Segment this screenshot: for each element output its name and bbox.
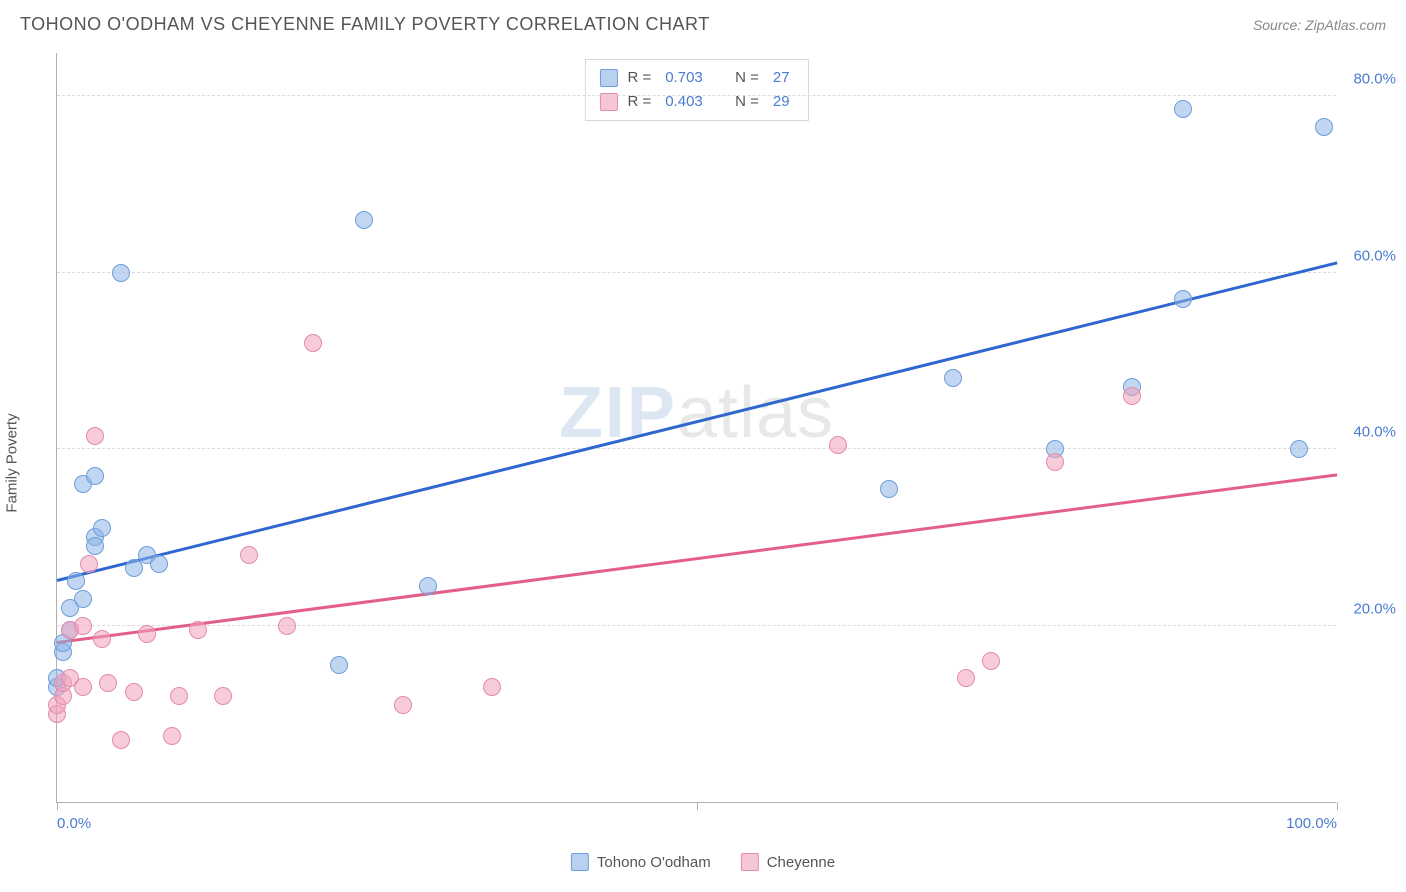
plot-area: ZIPatlas R =0.703 N =27R =0.403 N =29 20… <box>56 53 1336 803</box>
gridline <box>57 448 1336 449</box>
data-point <box>74 678 92 696</box>
data-point <box>1315 118 1333 136</box>
data-point <box>330 656 348 674</box>
data-point <box>86 427 104 445</box>
trend-line <box>57 261 1338 581</box>
data-point <box>138 625 156 643</box>
chart-header: TOHONO O'ODHAM VS CHEYENNE FAMILY POVERT… <box>0 0 1406 43</box>
data-point <box>829 436 847 454</box>
data-point <box>74 590 92 608</box>
x-tick <box>57 802 58 810</box>
series-legend-label: Cheyenne <box>767 854 835 871</box>
legend-n-value: 29 <box>773 90 790 114</box>
gridline <box>57 272 1336 273</box>
data-point <box>112 264 130 282</box>
data-point <box>240 546 258 564</box>
data-point <box>394 696 412 714</box>
legend-swatch <box>571 853 589 871</box>
data-point <box>150 555 168 573</box>
data-point <box>1290 440 1308 458</box>
x-tick <box>697 802 698 810</box>
data-point <box>982 652 1000 670</box>
legend-swatch <box>599 69 617 87</box>
data-point <box>1174 290 1192 308</box>
chart-title: TOHONO O'ODHAM VS CHEYENNE FAMILY POVERT… <box>20 14 710 35</box>
legend-r-label: R = <box>627 66 651 90</box>
data-point <box>214 687 232 705</box>
watermark: ZIPatlas <box>559 372 834 454</box>
data-point <box>278 617 296 635</box>
watermark-atlas: atlas <box>677 373 834 453</box>
data-point <box>67 572 85 590</box>
legend-row: R = 0.703 N = 27 <box>599 66 793 90</box>
source-attribution: Source: ZipAtlas.com <box>1253 17 1386 33</box>
data-point <box>957 669 975 687</box>
series-legend: Tohono O'odham Cheyenne <box>571 853 835 871</box>
data-point <box>125 683 143 701</box>
y-tick-label: 20.0% <box>1353 600 1396 617</box>
y-tick-label: 60.0% <box>1353 247 1396 264</box>
chart-container: Family Poverty ZIPatlas R =0.703 N =27R … <box>0 43 1406 883</box>
legend-r-label: R = <box>627 90 651 114</box>
data-point <box>1123 387 1141 405</box>
legend-r-value: 0.703 <box>665 66 703 90</box>
legend-n-label: N = <box>735 90 759 114</box>
legend-n-value: 27 <box>773 66 790 90</box>
x-tick-label: 100.0% <box>1286 815 1337 832</box>
x-tick <box>1337 802 1338 810</box>
data-point <box>74 617 92 635</box>
data-point <box>1174 100 1192 118</box>
data-point <box>419 577 437 595</box>
data-point <box>944 369 962 387</box>
data-point <box>99 674 117 692</box>
data-point <box>93 519 111 537</box>
data-point <box>355 211 373 229</box>
data-point <box>93 630 111 648</box>
legend-n-label: N = <box>735 66 759 90</box>
y-axis-label: Family Poverty <box>4 413 21 512</box>
data-point <box>170 687 188 705</box>
y-tick-label: 40.0% <box>1353 424 1396 441</box>
data-point <box>483 678 501 696</box>
data-point <box>86 537 104 555</box>
gridline <box>57 95 1336 96</box>
legend-row: R = 0.403 N = 29 <box>599 90 793 114</box>
data-point <box>112 731 130 749</box>
correlation-legend: R = 0.703 N = 27 R = 0.403 N = 29 <box>584 59 808 121</box>
data-point <box>1046 453 1064 471</box>
gridline <box>57 625 1336 626</box>
legend-swatch <box>741 853 759 871</box>
legend-r-value: 0.403 <box>665 90 703 114</box>
series-legend-item: Cheyenne <box>741 853 835 871</box>
data-point <box>86 467 104 485</box>
data-point <box>163 727 181 745</box>
data-point <box>880 480 898 498</box>
series-legend-item: Tohono O'odham <box>571 853 711 871</box>
data-point <box>80 555 98 573</box>
series-legend-label: Tohono O'odham <box>597 854 711 871</box>
x-tick-label: 0.0% <box>57 815 91 832</box>
data-point <box>189 621 207 639</box>
y-tick-label: 80.0% <box>1353 71 1396 88</box>
data-point <box>304 334 322 352</box>
